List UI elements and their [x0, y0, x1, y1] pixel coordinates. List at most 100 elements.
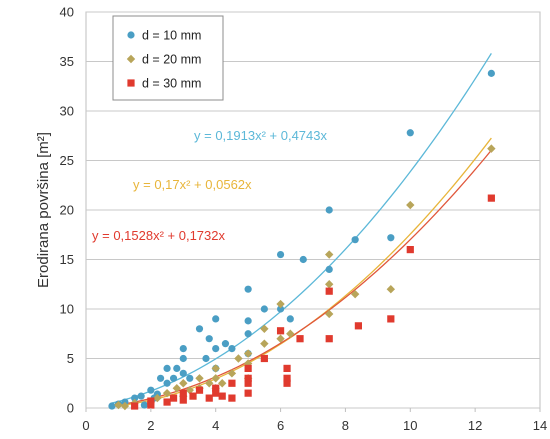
point-series-1: [276, 334, 285, 343]
point-series-2: [228, 394, 236, 402]
point-series-1: [211, 374, 220, 383]
point-series-2: [212, 389, 220, 397]
legend: d = 10 mm d = 20 mm d = 30 mm: [112, 15, 224, 101]
point-series-1: [234, 354, 243, 363]
point-series-2: [163, 398, 171, 406]
point-series-0: [179, 345, 187, 353]
point-series-2: [228, 379, 236, 387]
point-series-0: [131, 394, 139, 402]
point-series-2: [212, 384, 220, 392]
x-tick-label: 4: [212, 418, 219, 433]
point-series-1: [325, 250, 334, 259]
point-series-0: [137, 392, 145, 400]
point-series-0: [195, 325, 204, 333]
point-series-1: [120, 401, 130, 411]
point-series-2: [189, 392, 197, 400]
point-series-2: [169, 394, 178, 402]
point-series-1: [325, 309, 334, 319]
point-series-1: [179, 379, 188, 388]
data-points: [108, 69, 496, 411]
point-series-1: [153, 393, 162, 403]
gridlines: [86, 11, 540, 409]
point-series-0: [487, 69, 495, 77]
point-series-1: [487, 144, 496, 153]
trend-equation-d20: y = 0,17x² + 0,0562x: [133, 177, 252, 192]
point-series-1: [218, 379, 227, 388]
point-series-1: [276, 299, 285, 309]
y-tick-label: 10: [60, 302, 74, 317]
point-series-0: [173, 364, 181, 372]
point-series-2: [195, 386, 204, 394]
point-series-2: [244, 379, 252, 387]
y-tick-label: 30: [60, 104, 74, 119]
point-series-0: [205, 335, 213, 343]
x-tick-label: 8: [342, 418, 349, 433]
point-series-0: [406, 129, 414, 137]
y-tick-labels: 0 5 10 15 20 25 30 35 40: [60, 5, 74, 416]
point-series-0: [221, 340, 230, 348]
point-series-2: [296, 335, 304, 343]
point-series-0: [179, 369, 187, 377]
point-series-2: [283, 379, 291, 387]
point-series-1: [243, 349, 253, 358]
point-series-0: [325, 265, 333, 273]
point-series-2: [147, 401, 155, 409]
point-series-1: [227, 369, 237, 378]
point-series-1: [172, 384, 181, 393]
point-series-0: [156, 374, 165, 382]
point-series-2: [260, 354, 268, 363]
point-series-1: [195, 374, 204, 383]
y-tick-label: 15: [60, 252, 74, 267]
point-series-0: [179, 354, 187, 363]
point-series-1: [325, 280, 334, 289]
point-series-0: [299, 255, 307, 264]
point-series-0: [351, 236, 359, 244]
legend-label-0: d = 10 mm: [142, 29, 201, 43]
point-series-0: [169, 374, 178, 382]
y-tick-label: 35: [60, 54, 74, 69]
trendline-series-2: [111, 149, 492, 407]
point-series-1: [114, 400, 123, 410]
point-series-0: [140, 401, 148, 409]
x-tick-label: 14: [533, 418, 547, 433]
point-series-1: [185, 385, 194, 395]
point-series-2: [387, 315, 395, 323]
point-series-0: [108, 402, 116, 410]
trend-equation-d30: y = 0,1528x² + 0,1732x: [92, 228, 225, 243]
x-tick-label: 6: [277, 418, 284, 433]
point-series-2: [147, 397, 155, 405]
point-series-2: [244, 389, 252, 397]
x-tick-label: 12: [468, 418, 482, 433]
point-series-2: [325, 335, 333, 343]
point-series-2: [276, 327, 285, 335]
point-series-2: [325, 287, 333, 295]
point-series-1: [386, 285, 396, 294]
x-tick-label: 0: [82, 418, 89, 433]
legend-label-1: d = 20 mm: [142, 53, 201, 67]
point-series-1: [350, 289, 360, 299]
y-axis-title: Erodirana površina [m²]: [35, 132, 52, 288]
y-tick-label: 20: [60, 203, 74, 218]
point-series-0: [202, 354, 210, 363]
point-series-0: [212, 345, 220, 353]
y-tick-label: 0: [67, 401, 74, 416]
point-series-1: [406, 200, 415, 210]
point-series-0: [260, 305, 268, 313]
point-series-2: [131, 402, 139, 410]
point-series-2: [283, 364, 291, 372]
point-series-0: [186, 374, 194, 382]
point-series-0: [163, 364, 171, 372]
point-series-2: [283, 374, 291, 382]
point-series-2: [179, 396, 187, 404]
point-series-2: [354, 322, 362, 330]
point-series-1: [260, 324, 269, 333]
point-series-1: [286, 329, 295, 338]
point-series-0: [276, 250, 285, 259]
point-series-2: [244, 374, 252, 382]
legend-marker-1: [126, 54, 136, 64]
point-series-1: [162, 388, 172, 398]
point-series-2: [218, 392, 226, 400]
y-tick-label: 5: [67, 351, 74, 366]
x-tick-label: 2: [147, 418, 154, 433]
